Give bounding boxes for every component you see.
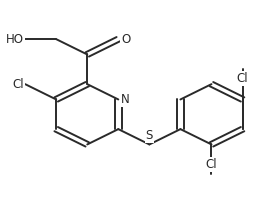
Text: Cl: Cl (12, 78, 24, 91)
Text: O: O (121, 33, 131, 46)
Text: Cl: Cl (237, 72, 248, 85)
Text: Cl: Cl (206, 158, 217, 171)
Text: N: N (121, 93, 130, 106)
Text: S: S (146, 129, 153, 142)
Text: HO: HO (6, 33, 24, 46)
